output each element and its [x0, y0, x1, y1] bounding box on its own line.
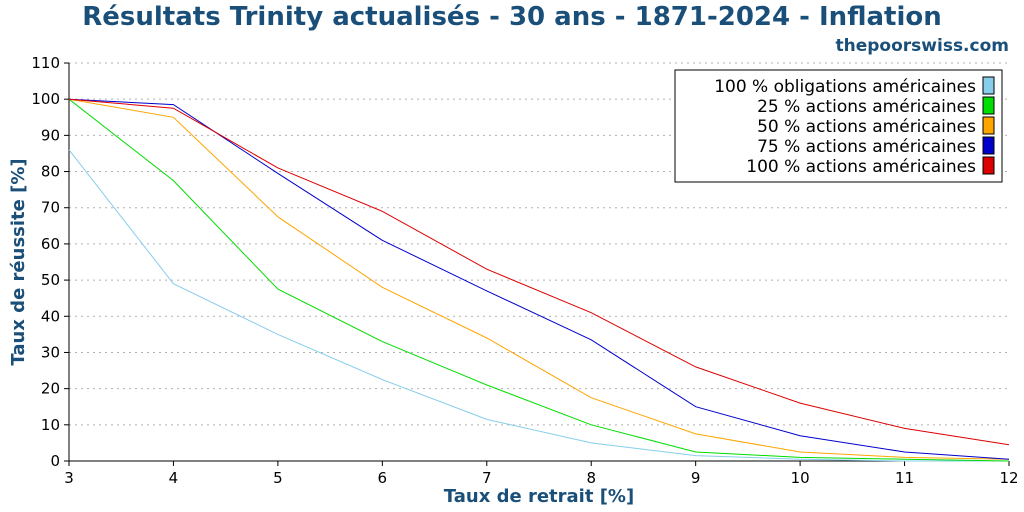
- y-tick-label: 10: [41, 416, 60, 434]
- x-tick-labels: 3 4 5 6 7 8 9 10 11 12: [64, 469, 1018, 487]
- legend-swatch: [982, 136, 995, 155]
- series-line: [68, 98, 1010, 462]
- y-tick-label: 100: [31, 90, 60, 108]
- legend-swatch: [982, 96, 995, 115]
- x-tick-label: 8: [586, 469, 596, 487]
- x-tick-label: 9: [691, 469, 701, 487]
- y-tick-label: 40: [41, 307, 60, 325]
- chart-title: Résultats Trinity actualisés - 30 ans - …: [82, 2, 942, 32]
- grid-lines: [69, 62, 1009, 426]
- y-tick-label: 0: [50, 452, 60, 470]
- series-line: [68, 149, 1009, 462]
- x-axis-label: Taux de retrait [%]: [444, 486, 634, 507]
- axes: [64, 62, 1010, 466]
- y-tick-label: 70: [41, 199, 60, 217]
- y-tick-label: 60: [41, 235, 60, 253]
- x-tick-label: 5: [273, 469, 283, 487]
- y-tick-label: 80: [41, 163, 60, 181]
- legend-label: 100 % actions américaines: [746, 157, 976, 177]
- legend-swatch: [982, 76, 995, 95]
- x-tick-label: 10: [791, 469, 810, 487]
- x-tick-label: 7: [482, 469, 492, 487]
- y-tick-label: 90: [41, 126, 60, 144]
- x-tick-label: 3: [64, 469, 74, 487]
- legend-swatch: [982, 116, 995, 135]
- legend-label: 75 % actions américaines: [757, 137, 976, 157]
- x-tick-label: 12: [999, 469, 1018, 487]
- legend-label: 50 % actions américaines: [757, 117, 976, 137]
- y-tick-label: 20: [41, 380, 60, 398]
- legend-label: 25 % actions américaines: [757, 97, 976, 117]
- y-tick-label: 30: [41, 343, 60, 361]
- legend-label: 100 % obligations américaines: [714, 77, 976, 97]
- series-line: [68, 98, 1010, 446]
- legend-box: [674, 69, 1003, 183]
- y-tick-label: 50: [41, 271, 60, 289]
- source-label: thepoorswiss.com: [835, 36, 1010, 56]
- x-tick-label: 6: [378, 469, 388, 487]
- series-line: [68, 98, 1010, 460]
- series-line: [68, 98, 1010, 460]
- y-tick-label: 110: [31, 54, 60, 72]
- y-axis-label: Taux de réussite [%]: [8, 158, 29, 365]
- x-tick-label: 4: [169, 469, 179, 487]
- y-tick-labels: 0 10 20 30 40 50 60 70 80 90 100 110: [31, 54, 60, 470]
- legend-swatch: [982, 156, 995, 175]
- x-tick-label: 11: [895, 469, 914, 487]
- series-lines: [68, 98, 1010, 462]
